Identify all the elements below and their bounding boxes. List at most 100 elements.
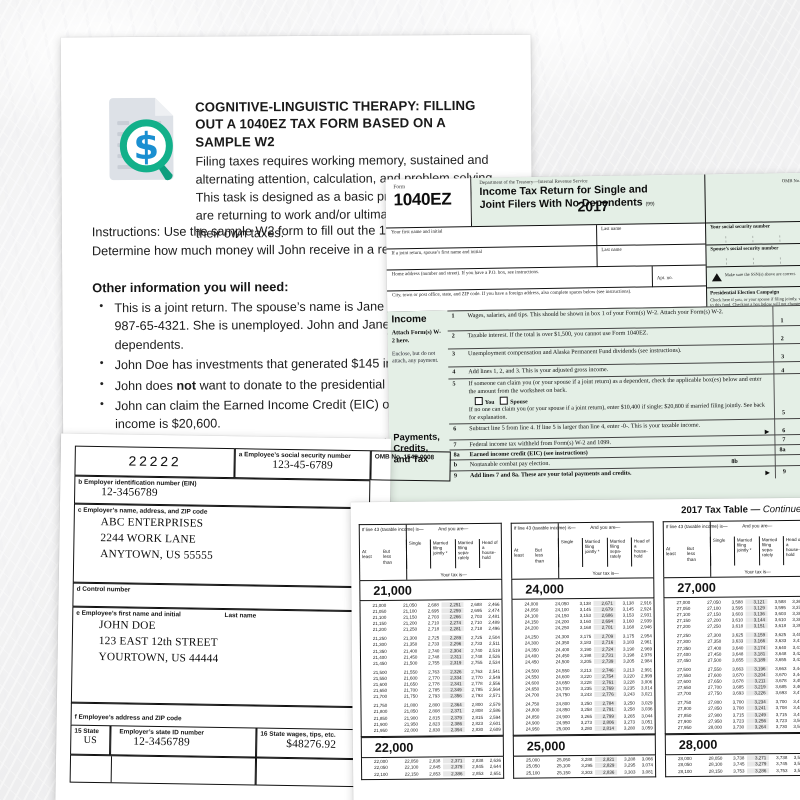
tax-table-rows: 28,000 28,050 3,738 3,271 3,738 3,516 28,050 28… [664,753,800,778]
bracket-header-next: 22,000 [360,735,504,758]
bracket-header: 27,000 [663,575,800,599]
mfs-col-label: Married filing sepa-rately [454,539,480,569]
field-label-last: Last name [601,247,622,253]
omb-number: OMB No. 1545-0074 [781,177,800,184]
instruction-page: $ COGNITIVE-LINGUISTIC THERAPY: FILLING … [60,34,534,472]
field-label: Home address (number and street). If you… [391,269,540,277]
tax-table-rows: 21,000 21,050 2,688 2,251 2,688 2,466 21,050 21… [359,599,504,737]
table-row: 25,100 25,150 3,303 2,836 3,303 3,081 [526,768,654,776]
w2-footer: Form W-2 Wage and Tax Statement [69,786,218,800]
table-row: 24,950 25,000 3,280 2,814 3,280 3,059 [525,725,653,732]
w2-employer-box[interactable]: c Employer’s name, address, and ZIP code… [72,503,370,588]
form-title-line2-text: Joint Filers With No Dependents [479,195,643,211]
single-col-label: Single [709,536,735,566]
mfs-col-label: Married filing sepa-rately [606,537,632,567]
bracket-header-next: 28,000 [664,732,800,755]
tax-table-rows: 27,000 27,050 3,588 3,121 3,588 3,366 27,050 27… [663,596,800,734]
but-less-than-label: But less than [686,545,697,562]
spouse-ssn-label: Spouse’s social security number [710,246,779,253]
field-label: Your first name and initial [391,229,443,235]
your-tax-is-label: Your tax is— [592,570,619,576]
warning-triangle-icon [711,273,722,282]
bracket-header-next: 25,000 [512,733,656,757]
dependent-spouse-checkbox[interactable] [500,396,509,405]
at-least-label: At least [665,546,676,557]
field-label-apt: Apt. no. [656,275,673,282]
hoh-col-label: Head of a house-hold [478,538,504,569]
w2-ssn-box[interactable]: a Employee’s social security number 123-… [234,448,371,481]
w2-control-22222: 22222 [74,445,235,479]
omb-block: OMB No. 1545-0074 [704,172,800,223]
field-spouse-ssn[interactable]: Spouse’s social security number ¦¦¦¦ [706,242,800,268]
mfj-col-label: Married filing jointly * [429,539,456,569]
field-label: If a joint return, spouse’s first name a… [391,249,483,256]
hoh-col-label: Head of a house-hold [782,535,800,566]
name-address-fields: Your first name and initial Last name If… [386,222,708,335]
w2-blank-box-left [69,754,257,786]
tax-table-header: 2017 Tax Table — Continued [681,503,800,517]
employer-line-3: ANYTOWN, US 55555 [100,548,214,562]
single-col-label: Single [557,538,583,568]
tax-table-rows: 25,000 25,050 3,288 2,821 3,288 3,066 25,050 25… [512,754,657,779]
page-header: $ COGNITIVE-LINGUISTIC THERAPY: FILLING … [103,93,504,244]
mfs-col-label: Married filing sepa-rately [758,536,784,566]
w2-state-box[interactable]: 15 State US [70,724,111,756]
ssn-warning: Make sure the SSN(s) above are correct. [706,264,800,289]
other-info-heading: Other information you will need: [92,279,289,296]
bracket-header: 24,000 [511,577,655,600]
form-title-suffix: (99) [645,200,655,207]
enclose-note: Enclose, but do not attach, any payment. [391,350,439,365]
form-1040ez-titlebar: Form 1040EZ Department of the Treasury—I… [385,172,800,228]
mfj-col-label: Married filing jointly * [581,537,608,568]
single-col-label: Single [405,539,431,569]
dependent-you-checkbox[interactable] [474,396,483,406]
and-you-are-label: And you are— [438,526,469,532]
w2-employee-box[interactable]: e Employee’s first name and initial Last… [70,606,369,708]
form-number: 1040EZ [393,189,452,210]
form-number-block: Form 1040EZ [385,178,473,228]
field-label: City, town or post office, state, and ZI… [392,289,632,298]
w2-state-wages-box[interactable]: 16 State wages, tips, etc. $48276.92 [256,727,367,760]
field-your-ssn[interactable]: Your social security number ¦¦¦¦ [705,220,800,246]
form-year: 2017 [577,197,609,215]
w2-omb-box: OMB No. 1545-0008 [370,450,451,482]
income-heading: Income [391,313,427,326]
w2-blank-box-right [255,757,367,788]
tax-table-group: If line 43 (taxable income) is— At least Bu… [358,522,505,781]
mfj-col-label: Married filing jointly * [733,536,760,566]
dependent-spouse-label: Spouse [510,399,528,406]
your-tax-is-label: Your tax is— [744,569,771,575]
line-5[interactable]: 5 If someone can claim you (or your spou… [448,372,800,425]
income-sidebar: Income Attach Form(s) W-2 here. Enclose,… [387,311,450,530]
document-magnifier-dollar-icon: $ [103,95,182,181]
tax-table-rows: 24,000 24,050 3,138 2,671 3,138 2,916 24,050 24… [511,598,656,736]
and-you-are-label: And you are— [742,523,773,529]
and-you-are-label: And you are— [590,524,621,530]
bracket-header: 21,000 [359,578,503,602]
your-tax-is-label: Your tax is— [440,572,467,578]
employee-line-3: YOURTOWN, US 44444 [98,651,219,665]
table-row: 27,950 28,000 3,730 3,264 3,730 3,509 [677,723,800,731]
ssn-label: Your social security number [710,224,771,231]
dependent-you-label: You [484,399,495,406]
but-less-than-label: But less than [534,547,545,564]
hoh-col-label: Head of a house-hold [630,537,656,567]
tax-table-rows: 22,000 22,050 2,838 2,371 2,838 2,636 22,050 22… [360,756,505,781]
tax-table-column-headers: If line 43 (taxable income) is— At least Bu… [510,521,656,579]
employee-last-label: Last name [224,612,257,620]
page-title: COGNITIVE-LINGUISTIC THERAPY: FILLING OU… [195,97,476,150]
tax-table-group: If line 43 (taxable income) is— At least Bu… [510,521,657,779]
table-row: 28,100 28,150 3,753 3,286 3,753 3,531 [678,767,800,774]
income-lines: 1 Wages, salaries, and tips. This should… [447,304,800,529]
svg-text:$: $ [133,125,159,168]
tax-table-group: If line 43 (taxable income) is— At least Bu… [662,519,800,778]
at-least-label: At least [513,547,524,559]
table-row: 21,950 22,000 2,830 2,394 2,830 2,609 [373,726,501,733]
at-least-label: At least [361,549,372,560]
but-less-than-label: But less than [382,548,393,565]
attach-note: Attach Form(s) W-2 here. [391,329,442,345]
form-title-block: Department of the Treasury—Internal Reve… [471,174,705,227]
field-label-last: Last name [601,226,622,232]
w2-state-id-box[interactable]: Employer’s state ID number 12-3456789 [110,725,257,758]
